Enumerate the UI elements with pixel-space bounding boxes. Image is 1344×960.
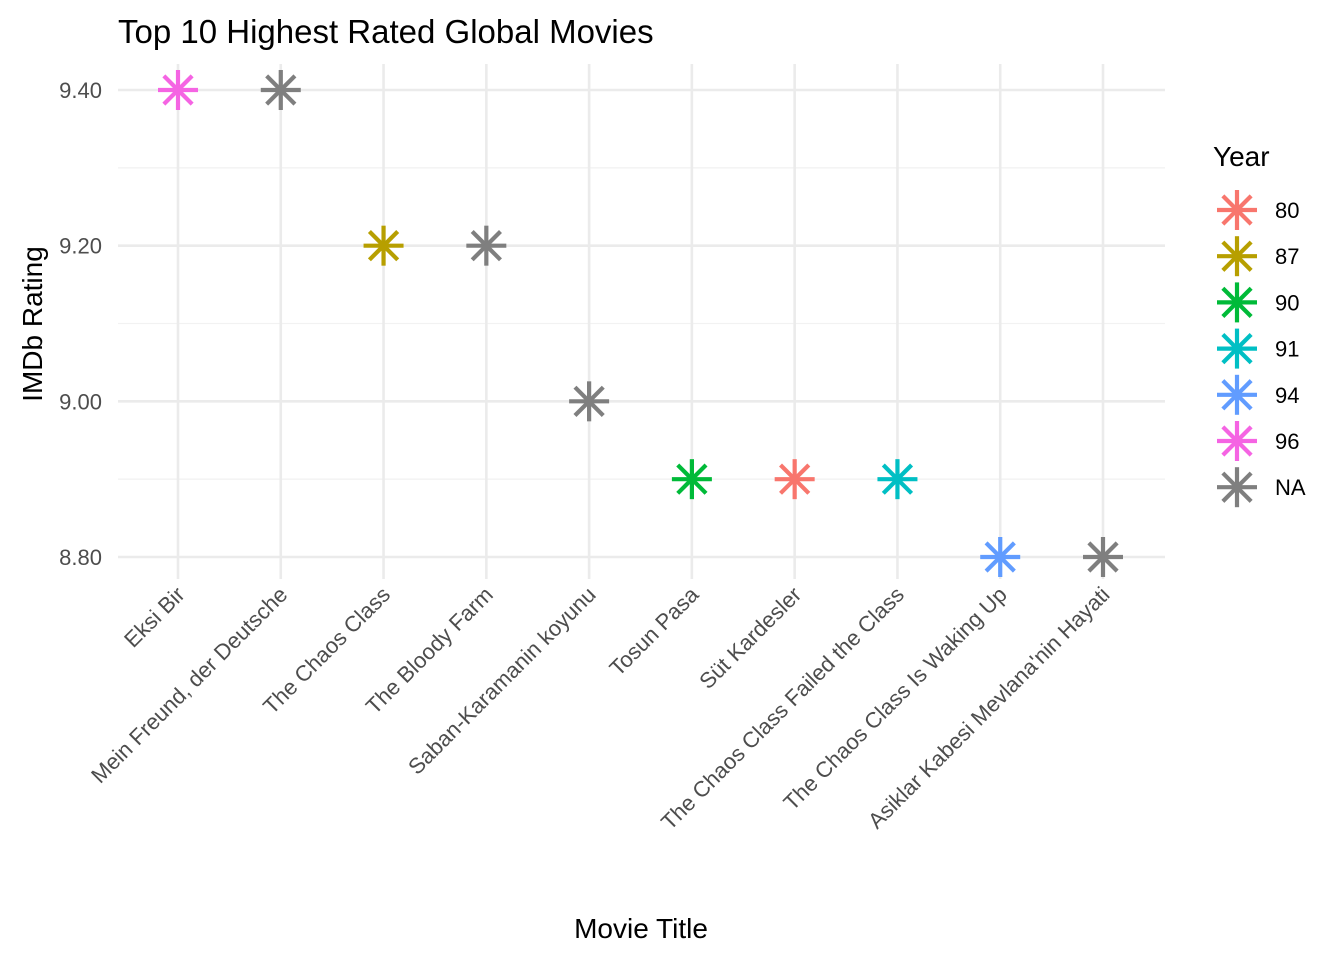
legend: Year 80 87 90 91 94 96 NA: [1213, 141, 1306, 508]
legend-title: Year: [1213, 141, 1270, 172]
y-tick-label: 9.40: [59, 78, 102, 103]
data-point: [158, 70, 198, 110]
legend-key: [1217, 328, 1257, 369]
data-point: [466, 225, 507, 266]
y-tick-label: 9.00: [59, 389, 102, 414]
data-point: [877, 459, 918, 500]
legend-key: [1217, 467, 1257, 508]
x-tick-label: The Chaos Class Is Waking Up: [779, 582, 1012, 815]
x-tick-label: Eksi Bir: [119, 582, 189, 652]
x-tick-label: Tosun Pasa: [604, 581, 704, 681]
data-point: [363, 225, 404, 266]
data-point: [980, 537, 1021, 577]
data-point: [260, 70, 301, 110]
legend-key: [1217, 190, 1257, 230]
data-point: [1083, 537, 1123, 577]
data-points: [158, 70, 1123, 577]
legend-label: NA: [1275, 475, 1306, 500]
legend-label: 91: [1275, 337, 1299, 362]
legend-label: 94: [1275, 383, 1299, 408]
major-gridlines: [118, 64, 1165, 579]
x-tick-label: Saban-Karamanin koyunu: [403, 582, 601, 780]
y-axis-title: IMDb Rating: [17, 246, 48, 402]
minor-gridlines: [118, 167, 1165, 480]
x-tick-label: Mein Freund, der Deutsche: [86, 582, 292, 788]
y-axis-ticks: 8.80 9.00 9.20 9.40: [59, 78, 102, 570]
legend-label: 80: [1275, 198, 1299, 223]
y-tick-label: 9.20: [59, 234, 102, 259]
x-tick-label: Süt Kardesler: [694, 582, 806, 694]
legend-key: [1217, 236, 1257, 277]
y-tick-label: 8.80: [59, 545, 102, 570]
legend-label: 96: [1275, 429, 1299, 454]
data-point: [774, 459, 815, 500]
data-point: [569, 381, 610, 422]
x-axis-title: Movie Title: [574, 913, 708, 944]
legend-key: [1217, 374, 1257, 415]
legend-key: [1217, 421, 1257, 461]
legend-label: 90: [1275, 290, 1299, 315]
legend-label: 87: [1275, 244, 1299, 269]
legend-key: [1217, 282, 1257, 323]
data-point: [671, 459, 712, 500]
chart-title: Top 10 Highest Rated Global Movies: [118, 13, 654, 50]
